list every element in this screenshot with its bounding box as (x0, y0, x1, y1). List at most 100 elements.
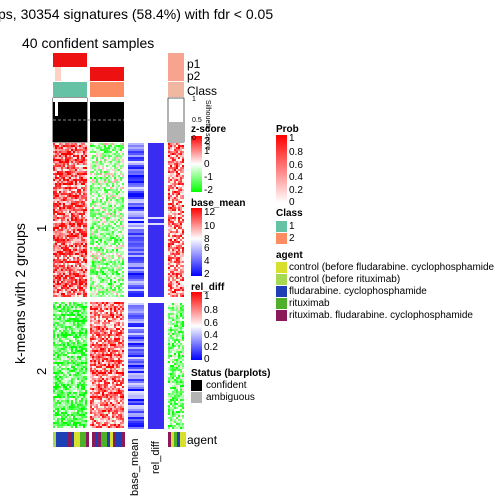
heatmap-cell (55, 320, 57, 322)
base-mean-cell (128, 145, 144, 147)
heatmap-cell (90, 332, 92, 334)
heatmap-cell (114, 291, 116, 293)
heatmap-cell (102, 380, 104, 382)
heatmap-cell (59, 249, 61, 251)
heatmap-cell (77, 185, 79, 187)
heatmap-cell (79, 257, 81, 259)
base-mean-cell (128, 395, 144, 397)
heatmap-cell (69, 314, 71, 316)
heatmap-cell (53, 332, 55, 334)
heatmap-cell (81, 396, 83, 398)
heatmap-cell (90, 183, 92, 185)
heatmap-cell (65, 388, 67, 390)
heatmap-cell (98, 380, 100, 382)
heatmap-cell (96, 283, 98, 285)
heatmap-cell (79, 277, 81, 279)
heatmap-cell (100, 251, 102, 253)
heatmap-cell (75, 179, 77, 181)
heatmap-cell (63, 312, 65, 314)
heatmap-cell (112, 187, 114, 189)
heatmap-cell (73, 295, 75, 297)
heatmap-cell (57, 239, 59, 241)
heatmap-cell (57, 149, 59, 151)
heatmap-cell (112, 215, 114, 217)
heatmap-cell (94, 295, 96, 297)
heatmap-cell (65, 185, 67, 187)
heatmap-cell (83, 316, 85, 318)
heatmap-cell (55, 257, 57, 259)
heatmap-cell (69, 370, 71, 372)
heatmap-cell (112, 396, 114, 398)
heatmap-cell (79, 185, 81, 187)
heatmap-cell (63, 269, 65, 271)
heatmap-cell (102, 360, 104, 362)
heatmap-cell (100, 247, 102, 249)
heatmap-cell (83, 340, 85, 342)
heatmap-cell (57, 348, 59, 350)
heatmap-cell (112, 179, 114, 181)
rel-diff-cell (148, 217, 164, 219)
heatmap-cell (57, 243, 59, 245)
heatmap-cell (73, 362, 75, 364)
heatmap-cell (85, 197, 87, 199)
heatmap-cell (110, 354, 112, 356)
heatmap-cell (77, 330, 79, 332)
heatmap-cell (55, 402, 57, 404)
heatmap-cell (120, 362, 122, 364)
heatmap-cell (61, 314, 63, 316)
heatmap-cell (79, 350, 81, 352)
heatmap-cell (55, 203, 57, 205)
heatmap-cell (96, 219, 98, 221)
heatmap-cell (92, 221, 94, 223)
heatmap-cell (71, 316, 73, 318)
heatmap-cell (85, 312, 87, 314)
heatmap-cell (69, 406, 71, 408)
heatmap-cell (110, 312, 112, 314)
heatmap-cell (122, 404, 124, 406)
heatmap-cell (75, 207, 77, 209)
heatmap-cell (83, 199, 85, 201)
heatmap-cell (67, 398, 69, 400)
base-mean-cell (128, 269, 144, 271)
heatmap-cell (61, 261, 63, 263)
heatmap-cell (104, 217, 106, 219)
heatmap-cell (108, 350, 110, 352)
heatmap-cell (94, 308, 96, 310)
heatmap-cell (83, 171, 85, 173)
heatmap-cell (116, 293, 118, 295)
heatmap-cell (75, 189, 77, 191)
heatmap-cell (92, 249, 94, 251)
rel-diff-cell (148, 155, 164, 157)
heatmap-cell (81, 340, 83, 342)
heatmap-cell (57, 392, 59, 394)
heatmap-cell (69, 237, 71, 239)
heatmap-cell (96, 247, 98, 249)
heatmap-cell (120, 412, 122, 414)
heatmap-cell (75, 273, 77, 275)
heatmap-cell (96, 400, 98, 402)
heatmap-cell (116, 193, 118, 195)
heatmap-cell (108, 396, 110, 398)
rel-diff-cell (148, 205, 164, 207)
heatmap-cell (92, 390, 94, 392)
heatmap-cell (102, 173, 104, 175)
heatmap-cell (114, 157, 116, 159)
base-mean-cell (128, 307, 144, 309)
heatmap-cell (81, 314, 83, 316)
heatmap-cell (106, 374, 108, 376)
heatmap-cell (122, 340, 124, 342)
heatmap-cell (73, 165, 75, 167)
heatmap-cell (55, 281, 57, 283)
heatmap-cell (122, 380, 124, 382)
heatmap-cell (116, 310, 118, 312)
heatmap-cell (106, 213, 108, 215)
heatmap-cell (85, 416, 87, 418)
heatmap-cell (75, 259, 77, 261)
heatmap-cell (61, 346, 63, 348)
heatmap-cell (108, 185, 110, 187)
heatmap-cell (120, 191, 122, 193)
heatmap-cell (73, 386, 75, 388)
heatmap-cell (120, 310, 122, 312)
heatmap-cell (122, 211, 124, 213)
heatmap-cell (55, 271, 57, 273)
